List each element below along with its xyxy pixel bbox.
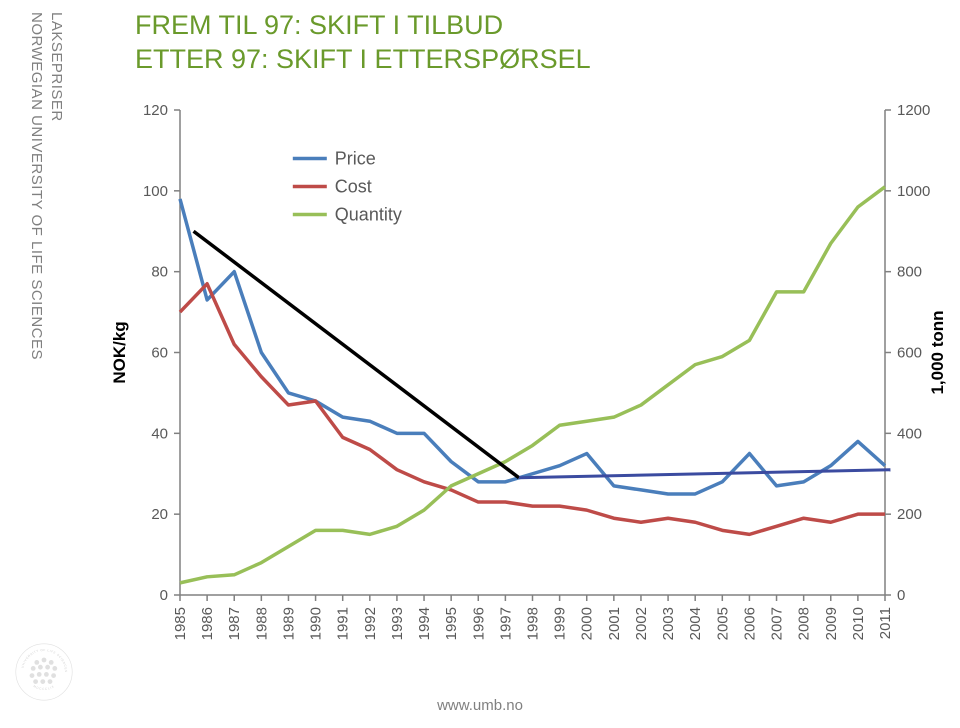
legend-price: Price bbox=[335, 149, 376, 169]
x-tick-label: 1997 bbox=[497, 607, 514, 640]
x-tick-label: 1986 bbox=[199, 607, 216, 640]
line-chart: 0204060801001200200400600800100012001985… bbox=[95, 85, 955, 675]
svg-text:0: 0 bbox=[160, 587, 168, 604]
x-tick-label: 2010 bbox=[850, 607, 867, 640]
topic-text: LAKSEPRISER bbox=[48, 12, 65, 122]
svg-text:120: 120 bbox=[143, 102, 168, 119]
svg-text:100: 100 bbox=[143, 183, 168, 200]
logo-year-text: MDCCCLIX bbox=[33, 684, 56, 691]
slide-title: FREM TIL 97: SKIFT I TILBUD ETTER 97: SK… bbox=[135, 8, 591, 76]
institution-text: NORWEGIAN UNIVERSITY OF LIFE SCIENCES bbox=[28, 12, 45, 360]
svg-text:800: 800 bbox=[897, 264, 922, 281]
x-tick-label: 1990 bbox=[308, 607, 325, 640]
svg-text:40: 40 bbox=[151, 425, 168, 442]
legend-cost: Cost bbox=[335, 177, 372, 197]
sidebar: NORWEGIAN UNIVERSITY OF LIFE SCIENCES LA… bbox=[0, 0, 95, 728]
series-price bbox=[180, 199, 885, 494]
series-cost bbox=[180, 284, 885, 535]
x-tick-label: 2000 bbox=[579, 607, 596, 640]
x-tick-label: 2002 bbox=[633, 607, 650, 640]
x-tick-label: 1992 bbox=[362, 607, 379, 640]
umb-logo: UNIVERSITY OF LIFE SCIENCES MDCCCLIX bbox=[14, 642, 74, 702]
svg-text:20: 20 bbox=[151, 506, 168, 523]
svg-text:1200: 1200 bbox=[897, 102, 930, 119]
svg-text:200: 200 bbox=[897, 506, 922, 523]
x-tick-label: 1999 bbox=[552, 607, 569, 640]
x-tick-label: 1993 bbox=[389, 607, 406, 640]
footer-url-text: www.umb.no bbox=[437, 697, 523, 714]
x-tick-label: 1995 bbox=[443, 607, 460, 640]
x-tick-label: 2008 bbox=[796, 607, 813, 640]
svg-text:MDCCCLIX: MDCCCLIX bbox=[33, 684, 56, 691]
x-tick-label: 1996 bbox=[470, 607, 487, 640]
x-tick-label: 2009 bbox=[823, 607, 840, 640]
x-tick-label: 1998 bbox=[525, 607, 542, 640]
x-tick-label: 2006 bbox=[741, 607, 758, 640]
svg-text:400: 400 bbox=[897, 425, 922, 442]
y-left-label: NOK/kg bbox=[110, 321, 129, 383]
x-tick-label: 2003 bbox=[660, 607, 677, 640]
x-tick-label: 2001 bbox=[606, 607, 623, 640]
x-tick-label: 2005 bbox=[714, 607, 731, 640]
x-tick-label: 1994 bbox=[416, 607, 433, 640]
title-line-1: FREM TIL 97: SKIFT I TILBUD bbox=[135, 10, 503, 40]
series-quantity bbox=[180, 187, 885, 583]
x-tick-label: 2004 bbox=[687, 607, 704, 640]
trend-line-1 bbox=[519, 470, 890, 478]
x-tick-label: 2011 bbox=[877, 607, 894, 639]
x-tick-label: 1989 bbox=[280, 607, 297, 640]
title-line-2: ETTER 97: SKIFT I ETTERSPØRSEL bbox=[135, 44, 591, 74]
svg-text:1000: 1000 bbox=[897, 183, 930, 200]
y-right-label: 1,000 tonn bbox=[928, 310, 947, 394]
x-tick-label: 1987 bbox=[226, 607, 243, 640]
x-tick-label: 1991 bbox=[335, 607, 352, 640]
svg-text:600: 600 bbox=[897, 345, 922, 362]
svg-text:80: 80 bbox=[151, 264, 168, 281]
x-tick-label: 1988 bbox=[253, 607, 270, 640]
x-tick-label: 1985 bbox=[172, 607, 189, 640]
svg-text:0: 0 bbox=[897, 587, 905, 604]
x-tick-label: 2007 bbox=[769, 607, 786, 640]
footer-link[interactable]: www.umb.no bbox=[0, 697, 960, 714]
legend-quantity: Quantity bbox=[335, 205, 402, 225]
svg-text:60: 60 bbox=[151, 345, 168, 362]
